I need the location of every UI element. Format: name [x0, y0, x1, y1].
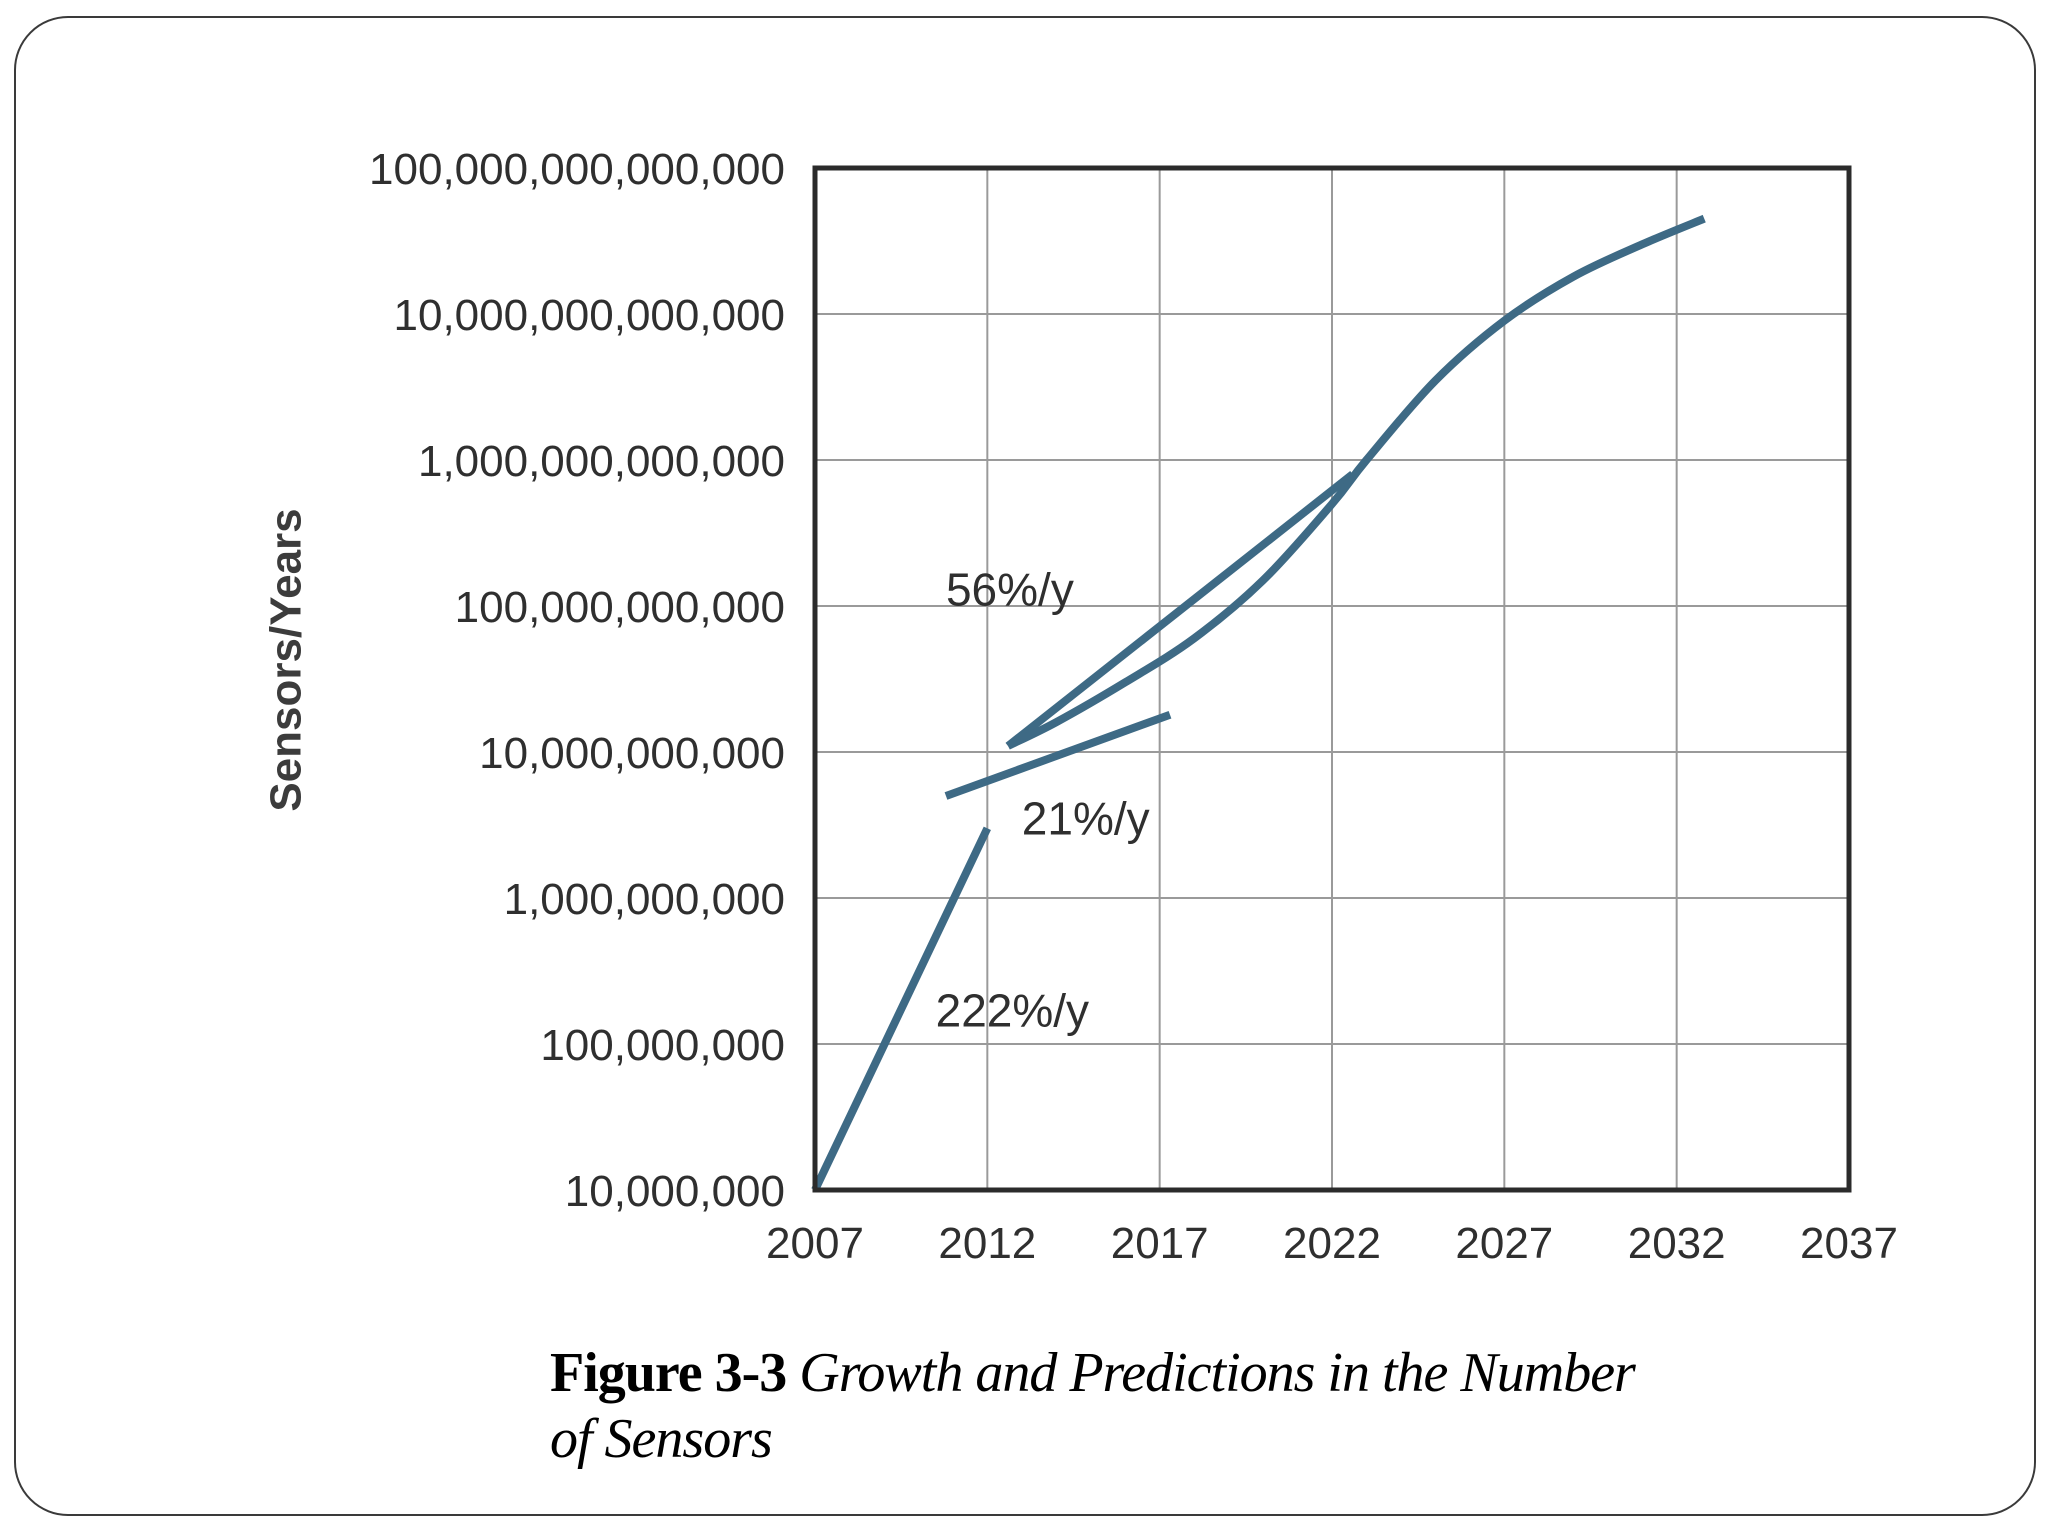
x-tick-label: 2032: [1628, 1219, 1726, 1268]
x-tick-label: 2022: [1283, 1219, 1381, 1268]
y-axis-label: Sensors/Years: [261, 508, 310, 811]
series-line-growth-222: [811, 826, 991, 1192]
y-tick-label: 10,000,000: [565, 1167, 785, 1216]
x-tick-label: 2007: [766, 1219, 864, 1268]
y-tick-label: 1,000,000,000: [504, 875, 785, 924]
y-tick-label: 1,000,000,000,000: [418, 437, 785, 486]
plot-frame: [812, 165, 1852, 1193]
y-tick-label: 100,000,000,000: [455, 583, 785, 632]
series-line-prediction-curve: [1006, 214, 1706, 750]
y-tick-label: 10,000,000,000: [479, 729, 785, 778]
x-tick-label: 2027: [1455, 1219, 1553, 1268]
figure-caption: Figure 3-3 Growth and Predictions in the…: [550, 1340, 1650, 1472]
figure-number: Figure 3-3: [550, 1342, 787, 1404]
x-tick-label: 2037: [1800, 1219, 1898, 1268]
series-line-growth-56: [1005, 471, 1356, 750]
x-tick-label: 2017: [1111, 1219, 1209, 1268]
y-tick-label: 10,000,000,000,000: [394, 291, 786, 340]
annotation-anno-21: 21%/y: [1022, 793, 1150, 845]
y-tick-label: 100,000,000,000,000: [369, 145, 785, 194]
x-axis-ticks: 2007 2012 2017 2022 2027 2032 2037: [766, 1219, 1898, 1268]
series-layer: [811, 214, 1706, 1192]
annotation-anno-56: 56%/y: [946, 563, 1074, 615]
series-line-growth-21: [944, 710, 1172, 800]
figure-caption-text: Growth and Predictions in the Number of …: [550, 1342, 1636, 1470]
annotations: 56%/y 21%/y 222%/y: [936, 563, 1150, 1036]
grid: [814, 167, 1850, 1191]
annotation-anno-222: 222%/y: [936, 984, 1089, 1036]
y-tick-label: 100,000,000: [540, 1021, 785, 1070]
y-axis-ticks: 10,000,000 100,000,000 1,000,000,000 10,000…: [369, 145, 785, 1216]
x-tick-label: 2012: [938, 1219, 1036, 1268]
